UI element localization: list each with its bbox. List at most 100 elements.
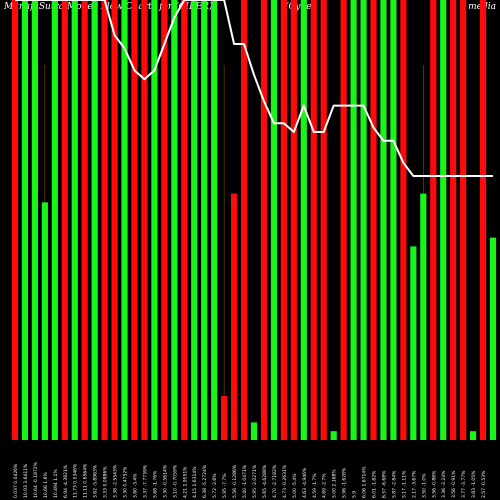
bar-up (350, 0, 357, 440)
x-tick-label: 3.36 -2.24% (441, 470, 447, 498)
bar-down (81, 0, 88, 440)
x-tick-label: 10.64 -0.1872% (33, 461, 39, 498)
x-tick-label: 10.66 1.6% (43, 472, 49, 498)
chart-title-left: MunafaSutra Money Flow Charts for (CIBER… (4, 2, 213, 12)
x-tick-label: 3.56 -0.91% (451, 470, 457, 498)
bar-down (280, 0, 287, 440)
x-tick-label: 0.037 0.0426% (13, 463, 19, 498)
bar-down (290, 0, 297, 440)
chart-title-mid: (Cyber (285, 2, 316, 12)
x-tick-label: 3.62 -5.8963% (93, 464, 99, 498)
bar-down (111, 0, 118, 440)
bar-up (121, 0, 128, 440)
bar-up (71, 0, 78, 440)
bar-down (340, 0, 347, 440)
x-tick-label: 5.9 (352, 491, 358, 498)
bar-up (91, 0, 98, 440)
x-tick-label: 10.494 1.1% (53, 469, 59, 498)
money-flow-line (14, 0, 494, 177)
bar-up (360, 0, 367, 440)
bar-up (250, 422, 258, 440)
x-tick-label: 4.73 -0.2631% (282, 464, 288, 498)
bar-up (31, 0, 38, 440)
bar-up (211, 0, 218, 440)
bar-down (310, 0, 317, 440)
x-tick-label: 5.87 -2.84% (391, 470, 397, 498)
bar-down (101, 0, 108, 440)
bar-up (300, 0, 307, 440)
bar-up (51, 0, 58, 440)
x-tick-label: 5.95 -7.7% (222, 473, 228, 498)
bar-up (171, 0, 178, 440)
x-tick-label: 5.56 -0.1286% (232, 464, 238, 498)
bar-up (420, 193, 427, 440)
bar-down (161, 0, 168, 440)
bar-up (390, 0, 397, 440)
x-tick-label: 2.57 -0.53% (481, 470, 487, 498)
x-tick-label: 3.60 -3.4% (132, 473, 138, 498)
x-tick-label: 6.38 -5.2724% (202, 464, 208, 498)
bar-up (489, 237, 497, 440)
bar-down (479, 0, 487, 440)
x-tick-label: 4.59 -1.7% (312, 473, 318, 498)
x-tick-label: 3.30 -0.5614% (162, 464, 168, 498)
x-tick-label: 6.01 -1.82% (372, 470, 378, 498)
x-tick-label: 3.38 -2.5543% (113, 464, 119, 498)
x-tick-label: 3.83 -1.05% (471, 470, 477, 498)
bar-down (131, 0, 138, 440)
x-tick-label: 6.57 -6.68% (381, 470, 387, 498)
x-tick-label: 4.21 1.9051% (182, 466, 188, 498)
x-tick-label: 5.68 -1.76% (152, 470, 158, 498)
x-tick-label: 11.11 0.6564% (83, 463, 89, 498)
x-tick-label: 4.69 -2.7% (322, 473, 328, 498)
bar-down (370, 0, 377, 440)
bar-down (221, 396, 228, 440)
bar-down (460, 0, 467, 440)
x-tick-label: 4.70 -2.7182% (272, 464, 278, 498)
bar-down (230, 193, 238, 440)
x-tick-label: 11.73 0.0346% (73, 463, 79, 498)
x-tick-label: 3.30 0.4752% (123, 466, 129, 498)
bar-down (260, 0, 268, 440)
bar-down (141, 0, 148, 440)
bar-down (320, 0, 327, 440)
bar-up (410, 246, 417, 440)
bar-down (61, 0, 68, 440)
x-tick-label: 5.00 -5.4% (292, 473, 298, 498)
x-tick-label: 5.72 -2.6% (212, 473, 218, 498)
bar-up (440, 0, 447, 440)
x-tick-label: 5.00 2.168% (332, 469, 338, 498)
x-tick-label: 4.15 1.6314% (192, 466, 198, 498)
bar-up (151, 0, 158, 440)
bar-down (11, 0, 19, 440)
x-tick-label: 6.94 -4.3821% (63, 464, 69, 498)
x-tick-label: 3.56 -0.86% (431, 470, 437, 498)
x-tick-label: 3.50 -1.0% (421, 473, 427, 498)
x-tick-label: 5.95 -2.0271% (252, 464, 258, 498)
x-tick-label: 5.96 -1.628% (342, 467, 348, 498)
x-tick-label: 3.10 -0.7059% (172, 464, 178, 498)
bar-up (201, 0, 208, 440)
x-tick-label: 5.40 -1.0471% (242, 464, 248, 498)
x-tick-label: 3.37 -7.7739% (142, 464, 148, 498)
bar-up (330, 431, 337, 440)
bar-up (21, 0, 29, 440)
x-tick-label: 3.77 -3.77% (461, 470, 467, 498)
x-tick-label: 2.17 -3.67% (411, 470, 417, 498)
x-tick-label: 5.65 -4.6288% (262, 464, 268, 498)
x-tick-label: 3.33 0.0886% (103, 466, 109, 498)
bar-down (400, 0, 407, 440)
bar-up (270, 0, 277, 440)
bar-down (430, 0, 437, 440)
bar-down (240, 0, 248, 440)
x-tick-label: 10.93 3.6411% (23, 463, 29, 498)
bar-down (181, 0, 188, 440)
bar-up (470, 431, 477, 440)
bar-up (41, 202, 48, 440)
x-tick-label: 4.63 -4.946% (302, 467, 308, 498)
x-tick-label: 6.06 1.6714% (362, 466, 368, 498)
bar-up (380, 0, 387, 440)
bar-up (191, 0, 198, 440)
bar-down (450, 0, 457, 440)
